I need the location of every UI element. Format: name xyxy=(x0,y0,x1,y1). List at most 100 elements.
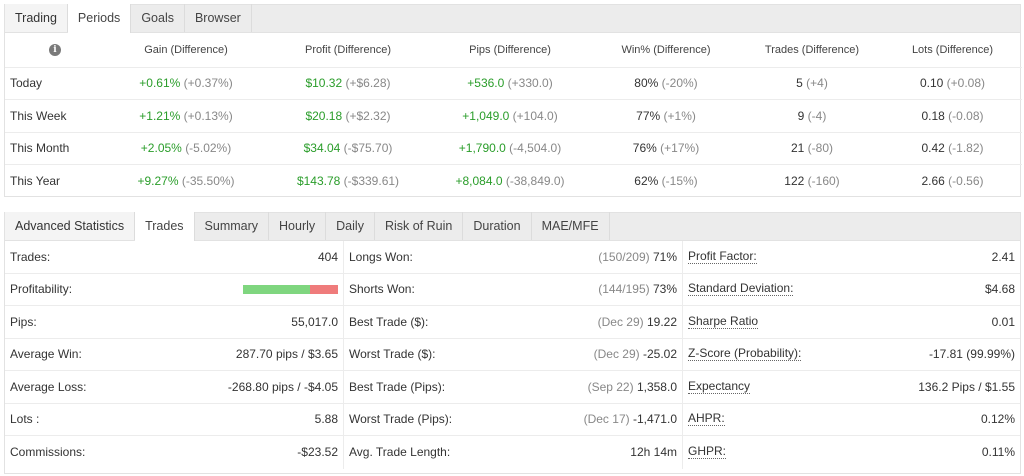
periods-tabbar: Trading Periods Goals Browser xyxy=(5,4,1020,33)
pips-difference: (-4,504.0) xyxy=(509,141,562,156)
stat-label: Best Trade ($): xyxy=(349,314,429,329)
stat-detail: (Dec 29) xyxy=(597,314,644,329)
tab-mae-mfe[interactable]: MAE/MFE xyxy=(532,212,610,240)
profit-difference: (+$6.28) xyxy=(345,76,391,91)
stat-label-link[interactable]: AHPR: xyxy=(688,411,725,427)
stat-label: Lots : xyxy=(10,412,40,427)
trades-cell: 9 (-4) xyxy=(741,99,883,132)
stat-label: Average Loss: xyxy=(10,379,87,394)
stat-detail: (Dec 17) xyxy=(583,412,630,427)
stat-label-link[interactable]: Profit Factor: xyxy=(688,248,757,264)
stat-label: Avg. Trade Length: xyxy=(349,445,451,460)
tab-trading[interactable]: Trading xyxy=(5,4,68,32)
stat-value: 12h 14m xyxy=(630,445,677,460)
stat-value-group: (Dec 17) -1,471.0 xyxy=(584,412,677,426)
stat-value: 71% xyxy=(652,249,677,264)
stat-label: Average Win: xyxy=(10,347,82,362)
profitability-win-segment xyxy=(243,284,311,294)
header-gain: Gain (Difference) xyxy=(144,43,228,56)
gain-difference: (+0.37%) xyxy=(183,76,233,91)
lots-difference: (+0.08) xyxy=(946,76,986,91)
lots-cell: 0.10 (+0.08) xyxy=(883,66,1022,100)
tab-advanced-statistics[interactable]: Advanced Statistics xyxy=(5,212,136,240)
info-cell: i xyxy=(5,33,105,67)
info-icon[interactable]: i xyxy=(49,44,61,57)
stat-row: Average Win: 287.70 pips / $3.65 xyxy=(5,339,343,371)
tab-summary[interactable]: Summary xyxy=(195,212,270,240)
stat-label: Commissions: xyxy=(10,445,86,460)
stat-value: -25.02 xyxy=(642,347,677,362)
stat-value: -268.80 pips / -$4.05 xyxy=(227,379,338,394)
tab-trades[interactable]: Trades xyxy=(135,212,195,241)
stat-row: Longs Won: (150/209) 71% xyxy=(344,241,682,274)
tab-hourly[interactable]: Hourly xyxy=(269,212,327,240)
period-row: This Week +1.21% (+0.13%) $20.18 (+$2.32) +… xyxy=(5,99,1022,132)
stat-row: AHPR: 0.12% xyxy=(683,404,1020,436)
stat-row: Best Trade ($): (Dec 29) 19.22 xyxy=(344,306,682,339)
pips-cell: +8,084.0 (-38,849.0) xyxy=(429,164,591,197)
tab-daily[interactable]: Daily xyxy=(326,212,375,240)
period-row: Today +0.61% (+0.37%) $10.32 (+$6.28) +536.… xyxy=(5,66,1022,100)
profitability-loss-segment xyxy=(310,284,338,294)
win-rate-difference: (-20%) xyxy=(661,76,698,91)
tab-goals[interactable]: Goals xyxy=(131,4,185,32)
stat-label: Shorts Won: xyxy=(349,282,415,297)
stat-label: Worst Trade ($): xyxy=(349,347,436,362)
win-rate-value: 80% xyxy=(634,76,659,91)
lots-value: 0.42 xyxy=(921,141,945,156)
stat-row: Pips: 55,017.0 xyxy=(5,306,343,339)
stat-label: Worst Trade (Pips): xyxy=(349,412,453,427)
stat-value-group: (150/209) 71% xyxy=(598,250,677,264)
stat-value-group: (144/195) 73% xyxy=(598,282,677,296)
win-rate-cell: 76% (+17%) xyxy=(591,131,741,165)
stat-value: 287.70 pips / $3.65 xyxy=(235,347,338,362)
stat-value-group: 12h 14m xyxy=(630,445,677,459)
gain-value: +2.05% xyxy=(140,141,182,156)
advanced-tabbar: Advanced Statistics Trades Summary Hourl… xyxy=(5,212,1020,241)
gain-cell: +1.21% (+0.13%) xyxy=(105,99,267,132)
stat-row: Worst Trade (Pips): (Dec 17) -1,471.0 xyxy=(344,404,682,436)
stat-row: Profitability: xyxy=(5,274,343,306)
gain-difference: (+0.13%) xyxy=(183,108,233,123)
stat-value: -17.81 (99.99%) xyxy=(928,347,1015,362)
header-profit: Profit (Difference) xyxy=(305,43,391,56)
trades-value: 5 xyxy=(796,76,803,91)
pips-cell: +1,790.0 (-4,504.0) xyxy=(429,131,591,165)
profit-difference: (+$2.32) xyxy=(345,108,391,123)
stat-value: 0.11% xyxy=(981,445,1015,460)
tab-duration[interactable]: Duration xyxy=(463,212,532,240)
stat-value: -1,471.0 xyxy=(632,412,677,427)
stat-value: 136.2 Pips / $1.55 xyxy=(918,379,1015,394)
win-rate-cell: 77% (+1%) xyxy=(591,99,741,132)
trades-value: 122 xyxy=(784,174,805,188)
trades-difference: (-160) xyxy=(807,174,840,188)
win-rate-value: 77% xyxy=(636,108,661,123)
tab-browser[interactable]: Browser xyxy=(185,4,252,32)
stat-label-link[interactable]: Expectancy xyxy=(688,378,751,394)
profit-value: $10.32 xyxy=(305,76,343,91)
stat-row: Trades: 404 xyxy=(5,241,343,274)
stat-row: Avg. Trade Length: 12h 14m xyxy=(344,436,682,469)
stat-value: 0.01 xyxy=(991,314,1015,329)
lots-value: 2.66 xyxy=(921,174,945,188)
trades-cell: 21 (-80) xyxy=(741,131,883,165)
tab-risk-of-ruin[interactable]: Risk of Ruin xyxy=(375,212,464,240)
pips-value: +1,049.0 xyxy=(462,108,510,123)
header-pips: Pips (Difference) xyxy=(469,43,551,56)
win-rate-difference: (-15%) xyxy=(661,174,698,188)
stat-label-link[interactable]: Z-Score (Probability): xyxy=(688,346,802,362)
tab-periods[interactable]: Periods xyxy=(67,4,132,33)
win-rate-value: 76% xyxy=(632,141,657,156)
stat-row: Sharpe Ratio 0.01 xyxy=(683,306,1020,339)
stat-value: 404 xyxy=(317,249,338,264)
gain-cell: +2.05% (-5.02%) xyxy=(105,131,267,165)
win-rate-cell: 80% (-20%) xyxy=(591,66,741,100)
trades-difference: (+4) xyxy=(806,76,828,91)
win-rate-difference: (+1%) xyxy=(663,108,696,123)
stat-label-link[interactable]: Standard Deviation: xyxy=(688,281,794,297)
stat-label-link[interactable]: GHPR: xyxy=(688,444,727,460)
period-label: This Year xyxy=(5,164,105,197)
trades-cell: 5 (+4) xyxy=(741,66,883,100)
stat-label-link[interactable]: Sharpe Ratio xyxy=(688,313,759,329)
win-rate-cell: 62% (-15%) xyxy=(591,164,741,197)
